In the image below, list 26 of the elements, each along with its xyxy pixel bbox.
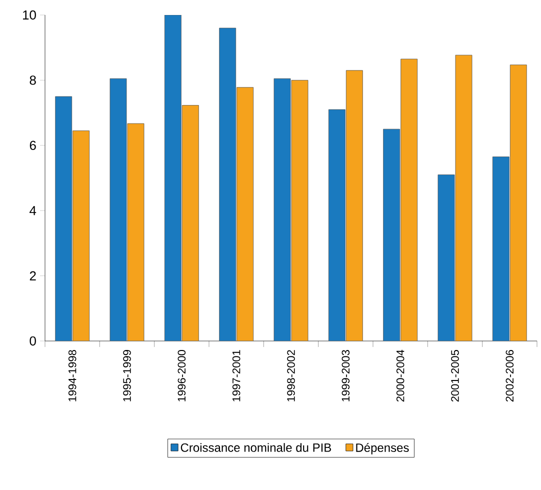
bar (164, 14, 182, 341)
x-tick-label: 2000-2004 (396, 350, 404, 402)
x-tick-label: 1994-1998 (68, 350, 76, 402)
bar (438, 174, 455, 341)
x-tick-label: 2002-2006 (506, 350, 514, 402)
y-tick-label: 8 (30, 76, 36, 85)
bar (110, 78, 127, 341)
x-tick-label: 1996-2000 (178, 350, 186, 402)
x-tick-label: 2001-2005 (451, 350, 459, 402)
y-tick-label: 6 (30, 140, 36, 150)
y-tick-label: 10 (23, 10, 36, 20)
y-tick-label: 2 (30, 271, 36, 280)
bar (328, 109, 346, 341)
x-tick-label: 1998-2002 (287, 350, 295, 402)
legend-label: Dépenses (356, 442, 409, 454)
y-tick-label: 4 (30, 206, 36, 216)
bar (274, 78, 291, 341)
x-tick-label: 1999-2003 (342, 350, 350, 402)
x-tick-label: 1995-1999 (123, 350, 131, 402)
x-tick-label: 1997-2001 (232, 350, 240, 402)
bar (383, 128, 400, 341)
legend-label: Croissance nominale du PIB (180, 443, 332, 452)
bar (219, 28, 236, 341)
bar (55, 96, 72, 341)
y-tick-label: 0 (30, 336, 36, 346)
bar (492, 156, 510, 341)
